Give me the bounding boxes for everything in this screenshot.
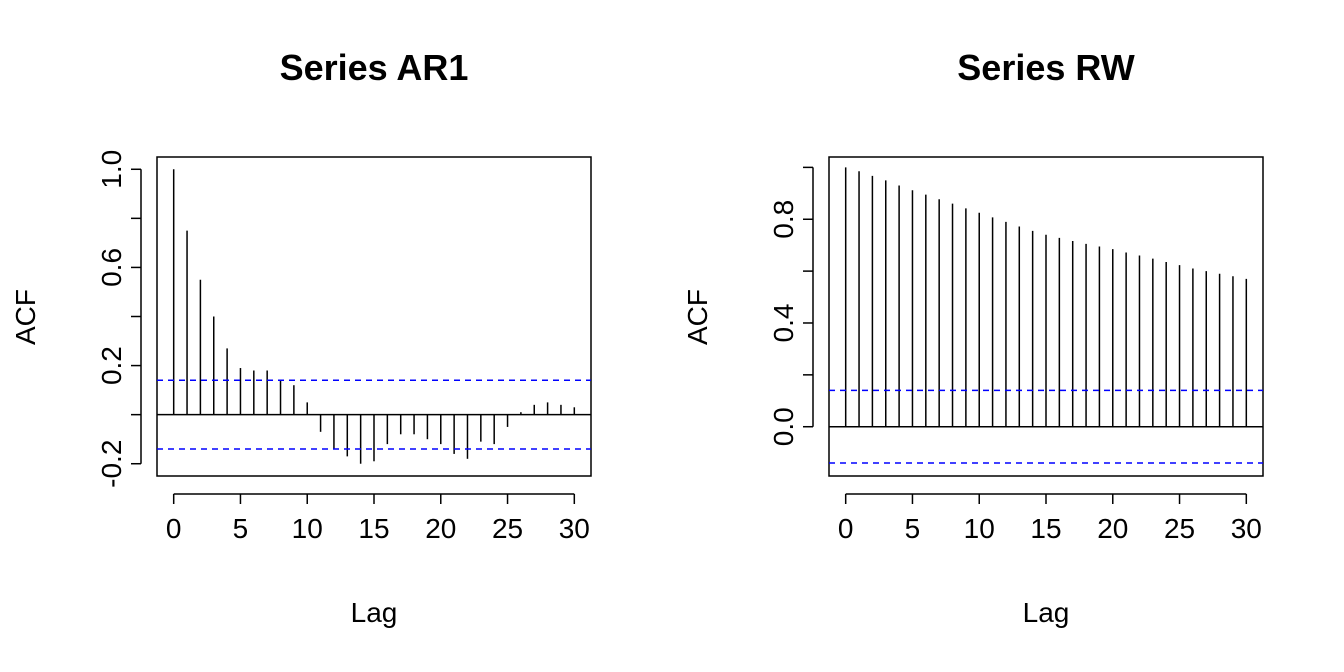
plot-frame: [828, 156, 1264, 477]
y-tick-label: 1.0: [96, 150, 127, 189]
y-axis: 0.0 0.4 0.8: [768, 166, 814, 446]
x-tick-label: 15: [358, 513, 389, 544]
acf-bars: [157, 169, 591, 464]
chart-title: Series AR1: [280, 47, 469, 88]
acf-panel-rw: Series RW 0 5 10 15 20 25 30 0.0 0.4 0.8 Lag ACF: [682, 47, 1264, 628]
x-tick-label: 10: [964, 513, 995, 544]
x-tick-label: 25: [1164, 513, 1195, 544]
x-axis-label: Lag: [351, 597, 398, 628]
x-tick-label: 15: [1030, 513, 1061, 544]
x-tick-label: 0: [166, 513, 182, 544]
x-tick-label: 5: [233, 513, 249, 544]
acf-bars: [829, 167, 1263, 428]
x-tick-label: 25: [492, 513, 523, 544]
y-tick-label: 0.0: [768, 407, 799, 446]
y-axis-label: ACF: [682, 289, 713, 345]
y-tick-label: 0.2: [96, 346, 127, 385]
acf-panel-ar1: Series AR1 0 5 10 15 20 25 30 -0.2 0.2 0.6 1.0 La…: [10, 47, 592, 628]
y-tick-label: 0.4: [768, 304, 799, 343]
y-axis-label: ACF: [10, 289, 41, 345]
y-tick-label: -0.2: [96, 440, 127, 488]
x-tick-label: 0: [838, 513, 854, 544]
x-tick-label: 5: [905, 513, 921, 544]
plot-frame: [156, 156, 592, 477]
x-axis: 0 5 10 15 20 25 30: [838, 493, 1262, 544]
x-tick-label: 20: [425, 513, 456, 544]
y-tick-label: 0.8: [768, 200, 799, 239]
x-tick-label: 30: [1231, 513, 1262, 544]
y-axis: -0.2 0.2 0.6 1.0: [96, 150, 142, 488]
x-tick-label: 30: [559, 513, 590, 544]
x-tick-label: 10: [292, 513, 323, 544]
x-axis: 0 5 10 15 20 25 30: [166, 493, 590, 544]
y-tick-label: 0.6: [96, 248, 127, 287]
chart-title: Series RW: [957, 47, 1134, 88]
x-tick-label: 20: [1097, 513, 1128, 544]
x-axis-label: Lag: [1023, 597, 1070, 628]
